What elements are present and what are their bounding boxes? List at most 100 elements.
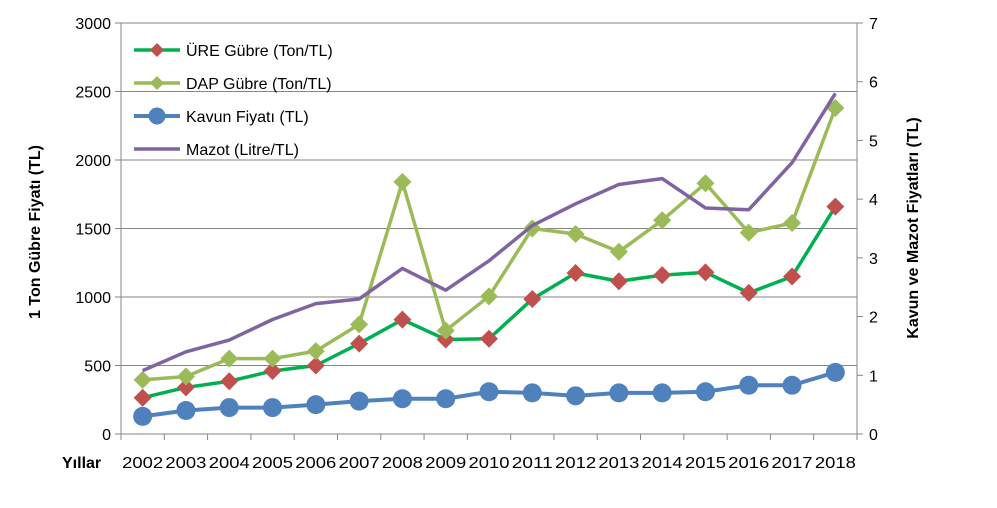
series-1 [133, 197, 845, 407]
data-point [176, 367, 195, 386]
legend-item: Mazot (Litre/TL) [134, 142, 299, 159]
data-point [523, 290, 542, 309]
data-point [176, 378, 195, 397]
left-y-tick-label: 1000 [75, 290, 111, 307]
data-point [825, 362, 845, 382]
left-y-tick-label: 0 [102, 427, 111, 444]
axes [115, 22, 863, 440]
x-tick-label: 2016 [728, 455, 769, 472]
data-point [350, 315, 369, 334]
x-tick-label: 2010 [469, 455, 510, 472]
left-y-tick-label: 2500 [75, 85, 111, 102]
series-group [133, 92, 845, 426]
left-y-tick-label: 1500 [75, 222, 111, 239]
data-point [566, 224, 585, 243]
data-point [436, 389, 456, 409]
series-line [141, 92, 837, 373]
right-y-tick-label: 0 [869, 427, 878, 444]
right-y-tick-label: 1 [869, 368, 878, 385]
left-y-tick-label: 500 [84, 359, 111, 376]
x-tick-label: 2003 [165, 455, 206, 472]
data-point [696, 263, 715, 282]
left-y-axis-title: 1 Ton Gübre Fiyatı (TL) [27, 145, 44, 319]
data-point [653, 211, 672, 230]
data-point [393, 172, 412, 191]
legend-marker [148, 107, 166, 125]
x-tick-label: 2017 [772, 455, 813, 472]
x-tick-label: 2014 [642, 455, 683, 472]
legend-item: DAP Gübre (Ton/TL) [134, 76, 332, 93]
data-point [263, 398, 283, 418]
data-point [480, 287, 498, 306]
x-tick-label: 2008 [382, 455, 423, 472]
x-tick-label: 2007 [339, 455, 380, 472]
data-point [696, 174, 715, 193]
right-y-tick-label: 3 [869, 251, 878, 268]
legend-label: Kavun Fiyatı (TL) [186, 109, 309, 126]
data-point [695, 382, 715, 402]
x-tick-label: 2015 [685, 455, 726, 472]
data-point [133, 406, 153, 426]
x-tick-label: 2004 [209, 455, 250, 472]
data-point [133, 388, 152, 407]
data-point [783, 214, 802, 233]
data-point [609, 242, 628, 261]
data-point [263, 349, 282, 368]
x-tick-label: 2018 [815, 455, 856, 472]
data-point [306, 342, 325, 361]
data-point [522, 383, 542, 403]
data-point [609, 383, 629, 403]
data-point [220, 349, 239, 368]
data-point [609, 272, 628, 291]
data-point [566, 386, 586, 406]
legend: ÜRE Gübre (Ton/TL) DAP Gübre (Ton/TL) Kavu… [134, 42, 333, 159]
x-tick-label: 2011 [512, 455, 553, 472]
data-point [393, 310, 412, 329]
x-tick-label: 2005 [252, 455, 293, 472]
legend-label: DAP Gübre (Ton/TL) [186, 76, 332, 93]
data-point [220, 372, 239, 391]
right-y-axis-title: Kavun ve Mazot Fiyatları (TL) [905, 117, 922, 338]
data-point [219, 398, 239, 418]
data-point [782, 375, 802, 395]
right-y-tick-label: 4 [869, 192, 878, 209]
right-y-tick-label: 2 [869, 310, 878, 327]
left-y-axis-ticks: 0 500 1000 1500 2000 2500 3000 [75, 16, 111, 444]
data-point [436, 321, 455, 340]
data-point [306, 356, 325, 375]
data-point [826, 197, 845, 216]
gridlines [121, 22, 857, 366]
x-axis-title: Yıllar [62, 455, 101, 472]
series-2 [133, 98, 845, 389]
legend-label: ÜRE Gübre (Ton/TL) [186, 42, 333, 60]
x-tick-label: 2009 [425, 455, 466, 472]
data-point [306, 395, 326, 415]
data-point [263, 361, 282, 380]
x-tick-label: 2006 [295, 455, 336, 472]
series-3 [133, 362, 845, 426]
data-point [176, 401, 196, 421]
x-tick-label: 2002 [122, 455, 163, 472]
x-tick-label: 2012 [555, 455, 596, 472]
data-point [783, 267, 802, 286]
x-axis-ticks: 2002 2003 2004 2005 2006 2007 2008 2009 2010 2011… [122, 455, 856, 472]
legend-item: Kavun Fiyatı (TL) [134, 107, 309, 126]
data-point [739, 283, 758, 302]
data-point [349, 391, 369, 411]
data-point [350, 334, 369, 353]
right-y-axis-ticks: 0 1 2 3 4 5 6 7 [869, 16, 878, 444]
right-y-tick-label: 7 [869, 16, 878, 33]
legend-item: ÜRE Gübre (Ton/TL) [134, 42, 333, 60]
data-point [480, 329, 498, 348]
x-tick-label: 2013 [598, 455, 639, 472]
right-y-tick-label: 5 [869, 133, 878, 150]
left-y-tick-label: 2000 [75, 153, 111, 170]
data-point [479, 382, 499, 402]
right-y-tick-label: 6 [869, 75, 878, 92]
series-4 [141, 92, 837, 373]
data-point [653, 266, 672, 285]
legend-marker [150, 76, 164, 90]
data-point [739, 375, 759, 395]
data-point [133, 370, 152, 389]
